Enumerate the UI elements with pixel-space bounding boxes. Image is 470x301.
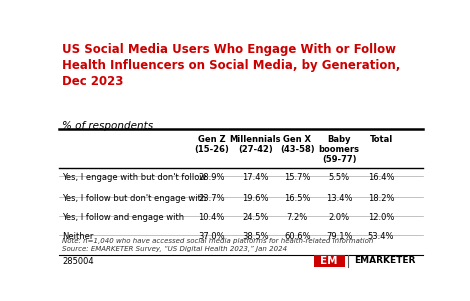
Text: Gen Z
(15-26): Gen Z (15-26) <box>194 135 229 154</box>
Text: US Social Media Users Who Engage With or Follow
Health Influencers on Social Med: US Social Media Users Who Engage With or… <box>63 43 401 88</box>
Text: 285004: 285004 <box>63 257 94 266</box>
Text: EMARKETER: EMARKETER <box>354 256 415 265</box>
Text: 60.6%: 60.6% <box>284 232 311 241</box>
Text: 24.5%: 24.5% <box>242 213 269 222</box>
Text: 5.5%: 5.5% <box>329 173 350 182</box>
Text: 38.5%: 38.5% <box>242 232 269 241</box>
Text: 12.0%: 12.0% <box>368 213 394 222</box>
Text: 16.4%: 16.4% <box>368 173 394 182</box>
Text: Yes, I follow and engage with: Yes, I follow and engage with <box>63 213 185 222</box>
Text: 18.2%: 18.2% <box>368 194 394 203</box>
Text: Gen X
(43-58): Gen X (43-58) <box>280 135 314 154</box>
FancyBboxPatch shape <box>314 255 345 267</box>
Text: Neither: Neither <box>63 232 94 241</box>
Text: 2.0%: 2.0% <box>329 213 350 222</box>
Text: Yes, I follow but don't engage with: Yes, I follow but don't engage with <box>63 194 207 203</box>
Text: 15.7%: 15.7% <box>284 173 311 182</box>
Text: % of respondents: % of respondents <box>63 121 154 131</box>
Text: 10.4%: 10.4% <box>198 213 225 222</box>
Text: Millennials
(27-42): Millennials (27-42) <box>230 135 281 154</box>
Text: 13.4%: 13.4% <box>326 194 352 203</box>
Text: 17.4%: 17.4% <box>242 173 269 182</box>
Text: 79.1%: 79.1% <box>326 232 352 241</box>
Text: Yes, I engage with but don't follow: Yes, I engage with but don't follow <box>63 173 207 182</box>
Text: EM: EM <box>321 256 338 266</box>
Text: Baby
boomers
(59-77): Baby boomers (59-77) <box>319 135 360 164</box>
Text: 28.9%: 28.9% <box>198 173 225 182</box>
Text: 16.5%: 16.5% <box>284 194 311 203</box>
Text: 19.6%: 19.6% <box>242 194 269 203</box>
Text: 53.4%: 53.4% <box>368 232 394 241</box>
Text: 23.7%: 23.7% <box>198 194 225 203</box>
Text: 7.2%: 7.2% <box>287 213 308 222</box>
Text: 37.0%: 37.0% <box>198 232 225 241</box>
Text: Total: Total <box>369 135 393 144</box>
Text: Note: n=1,040 who have accessed social media platforms for health-related inform: Note: n=1,040 who have accessed social m… <box>63 238 374 252</box>
